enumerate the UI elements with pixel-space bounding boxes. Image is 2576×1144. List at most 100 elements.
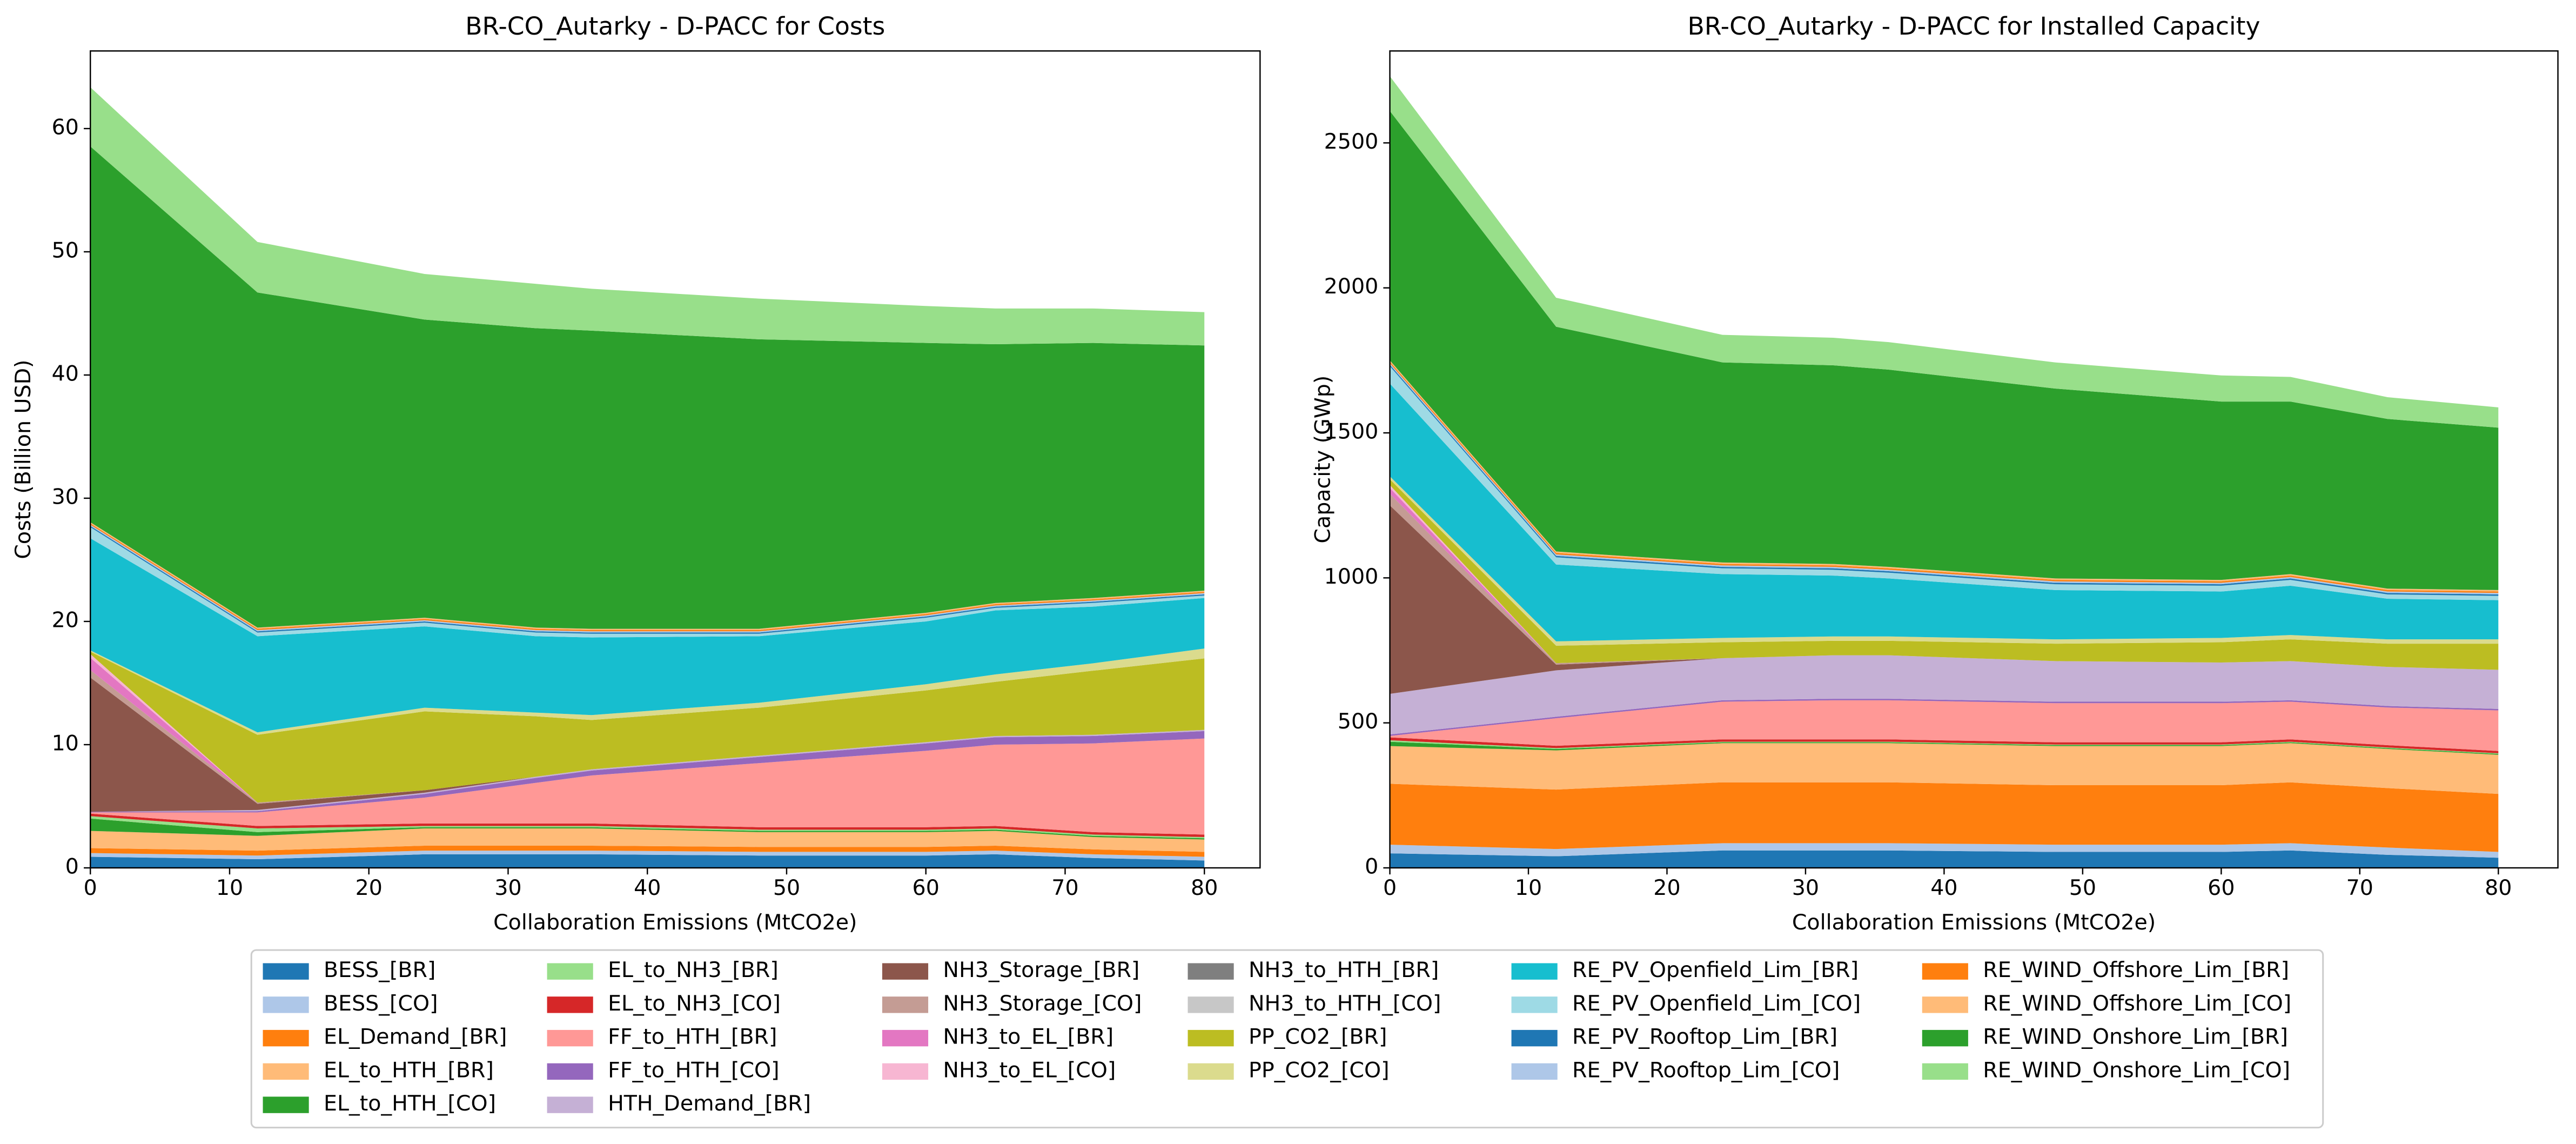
legend-label: RE_WIND_Onshore_Lim_[BR] bbox=[1983, 1025, 2288, 1049]
area: BESS_[CO] bbox=[90, 851, 1205, 861]
legend-swatch bbox=[547, 1029, 593, 1047]
y-tick-label: 40 bbox=[52, 361, 79, 386]
area: PP_CO2_[BR] bbox=[1390, 479, 2499, 670]
legend-label: PP_CO2_[BR] bbox=[1249, 1025, 1387, 1049]
legend-swatch bbox=[882, 1063, 929, 1080]
legend-swatch bbox=[1511, 996, 1558, 1013]
legend-label: HTH_Demand_[BR] bbox=[608, 1091, 811, 1116]
area: EL_to_NH3_[BR] bbox=[1390, 740, 2499, 754]
legend-label: RE_PV_Rooftop_Lim_[CO] bbox=[1572, 1058, 1840, 1082]
legend-swatch bbox=[547, 996, 593, 1013]
legend-swatch bbox=[1511, 1029, 1558, 1047]
legend-label: BESS_[BR] bbox=[324, 958, 435, 982]
area: EL_to_NH3_[CO] bbox=[1390, 737, 2499, 754]
legend-label: PP_CO2_[CO] bbox=[1249, 1058, 1390, 1082]
chart-title: BR-CO_Autarky - D-PACC for Installed Cap… bbox=[1688, 12, 2260, 41]
area: FF_to_HTH_[CO] bbox=[90, 731, 1205, 813]
legend-label: FF_to_HTH_[BR] bbox=[608, 1025, 777, 1049]
area: NH3_Storage_[BR] bbox=[90, 677, 1205, 812]
legend-label: NH3_to_EL_[CO] bbox=[943, 1058, 1116, 1082]
area: EL_Demand_[BR] bbox=[90, 845, 1205, 857]
y-tick-label: 20 bbox=[52, 607, 79, 632]
legend-swatch bbox=[1188, 963, 1234, 980]
legend-swatch bbox=[263, 1029, 309, 1047]
area: RE_PV_Openfield_Lim_[BR] bbox=[1390, 383, 2499, 641]
legend-swatch bbox=[882, 963, 929, 980]
legend-label: RE_PV_Openfield_Lim_[CO] bbox=[1572, 991, 1861, 1016]
x-axis-label: Collaboration Emissions (MtCO2e) bbox=[1792, 910, 2156, 935]
legend-label: NH3_to_HTH_[BR] bbox=[1249, 958, 1439, 982]
area: PP_CO2_[BR] bbox=[90, 651, 1205, 803]
y-tick-label: 1500 bbox=[1324, 419, 1379, 444]
area: RE_WIND_Onshore_Lim_[BR] bbox=[90, 146, 1205, 629]
area: RE_PV_Openfield_Lim_[BR] bbox=[90, 538, 1205, 733]
legend-label: BESS_[CO] bbox=[324, 991, 438, 1016]
x-tick-label: 10 bbox=[216, 875, 243, 900]
x-axis-label: Collaboration Emissions (MtCO2e) bbox=[493, 910, 857, 935]
x-tick-label: 60 bbox=[2208, 875, 2235, 900]
x-tick-label: 40 bbox=[634, 875, 661, 900]
x-tick-label: 0 bbox=[1383, 875, 1397, 900]
area: EL_to_HTH_[CO] bbox=[90, 818, 1205, 840]
y-axis-label: Capacity (GWp) bbox=[1310, 376, 1335, 544]
legend-swatch bbox=[1922, 1029, 1968, 1047]
legend-label: EL_Demand_[BR] bbox=[324, 1025, 507, 1049]
legend-label: EL_to_HTH_[BR] bbox=[324, 1058, 494, 1082]
legend-swatch bbox=[263, 996, 309, 1013]
area: FF_to_HTH_[BR] bbox=[90, 738, 1205, 835]
plot-area: BESS_[BR]BESS_[CO]EL_Demand_[BR]EL_to_HT… bbox=[1390, 76, 2499, 868]
legend-label: NH3_to_HTH_[CO] bbox=[1249, 991, 1441, 1016]
y-tick-label: 10 bbox=[52, 731, 79, 755]
legend-label: RE_WIND_Offshore_Lim_[CO] bbox=[1983, 991, 2291, 1016]
area: BESS_[BR] bbox=[1390, 850, 2499, 868]
area: EL_Demand_[BR] bbox=[1390, 782, 2499, 852]
legend-swatch bbox=[547, 963, 593, 980]
legend-swatch bbox=[263, 1063, 309, 1080]
area: RE_WIND_Onshore_Lim_[CO] bbox=[90, 87, 1205, 346]
x-tick-label: 40 bbox=[1930, 875, 1957, 900]
legend-swatch bbox=[882, 996, 929, 1013]
y-tick-label: 50 bbox=[52, 238, 79, 263]
legend-label: RE_WIND_Offshore_Lim_[BR] bbox=[1983, 958, 2289, 982]
x-tick-label: 0 bbox=[84, 875, 97, 900]
legend-swatch bbox=[1511, 963, 1558, 980]
legend-swatch bbox=[1922, 996, 1968, 1013]
y-tick-label: 0 bbox=[1365, 854, 1378, 879]
legend-label: NH3_Storage_[CO] bbox=[943, 991, 1142, 1016]
x-tick-label: 30 bbox=[494, 875, 521, 900]
legend-label: EL_to_HTH_[CO] bbox=[324, 1091, 496, 1116]
x-tick-label: 30 bbox=[1792, 875, 1819, 900]
area: NH3_Storage_[BR] bbox=[1390, 505, 2499, 694]
area: FF_to_HTH_[BR] bbox=[1390, 700, 2499, 751]
legend-swatch bbox=[1511, 1063, 1558, 1080]
legend-label: RE_WIND_Onshore_Lim_[CO] bbox=[1983, 1058, 2290, 1082]
area: RE_WIND_Onshore_Lim_[CO] bbox=[1390, 76, 2499, 428]
legend-swatch bbox=[1922, 963, 1968, 980]
plot-area: BESS_[BR]BESS_[CO]EL_Demand_[BR] EL_to_HT… bbox=[90, 87, 1205, 868]
area: BESS_[BR] bbox=[90, 854, 1205, 868]
x-tick-label: 70 bbox=[1051, 875, 1078, 900]
x-tick-label: 70 bbox=[2346, 875, 2373, 900]
x-tick-label: 50 bbox=[2069, 875, 2096, 900]
y-tick-label: 2500 bbox=[1324, 129, 1379, 154]
x-tick-label: 80 bbox=[2485, 875, 2512, 900]
axes-frame bbox=[1389, 50, 2559, 869]
legend-swatch bbox=[1188, 1029, 1234, 1047]
x-tick-label: 60 bbox=[913, 875, 940, 900]
area: RE_WIND_Onshore_Lim_[BR] bbox=[1390, 111, 2499, 590]
area: EL_to_NH3_[CO] bbox=[90, 813, 1205, 837]
y-tick-label: 500 bbox=[1338, 709, 1378, 734]
legend-label: EL_to_NH3_[CO] bbox=[608, 991, 781, 1016]
legend-swatch bbox=[547, 1096, 593, 1113]
x-tick-label: 20 bbox=[355, 875, 383, 900]
legend-label: NH3_to_EL_[BR] bbox=[943, 1025, 1113, 1049]
legend-label: RE_PV_Openfield_Lim_[BR] bbox=[1572, 958, 1859, 982]
area: EL_to_NH3_[BR] bbox=[90, 816, 1205, 839]
legend-label: EL_to_NH3_[BR] bbox=[608, 958, 779, 982]
legend-swatch bbox=[1922, 1063, 1968, 1080]
x-tick-label: 20 bbox=[1653, 875, 1680, 900]
y-axis-label: Costs (Billion USD) bbox=[11, 360, 36, 559]
legend-label: RE_PV_Rooftop_Lim_[BR] bbox=[1572, 1025, 1837, 1049]
